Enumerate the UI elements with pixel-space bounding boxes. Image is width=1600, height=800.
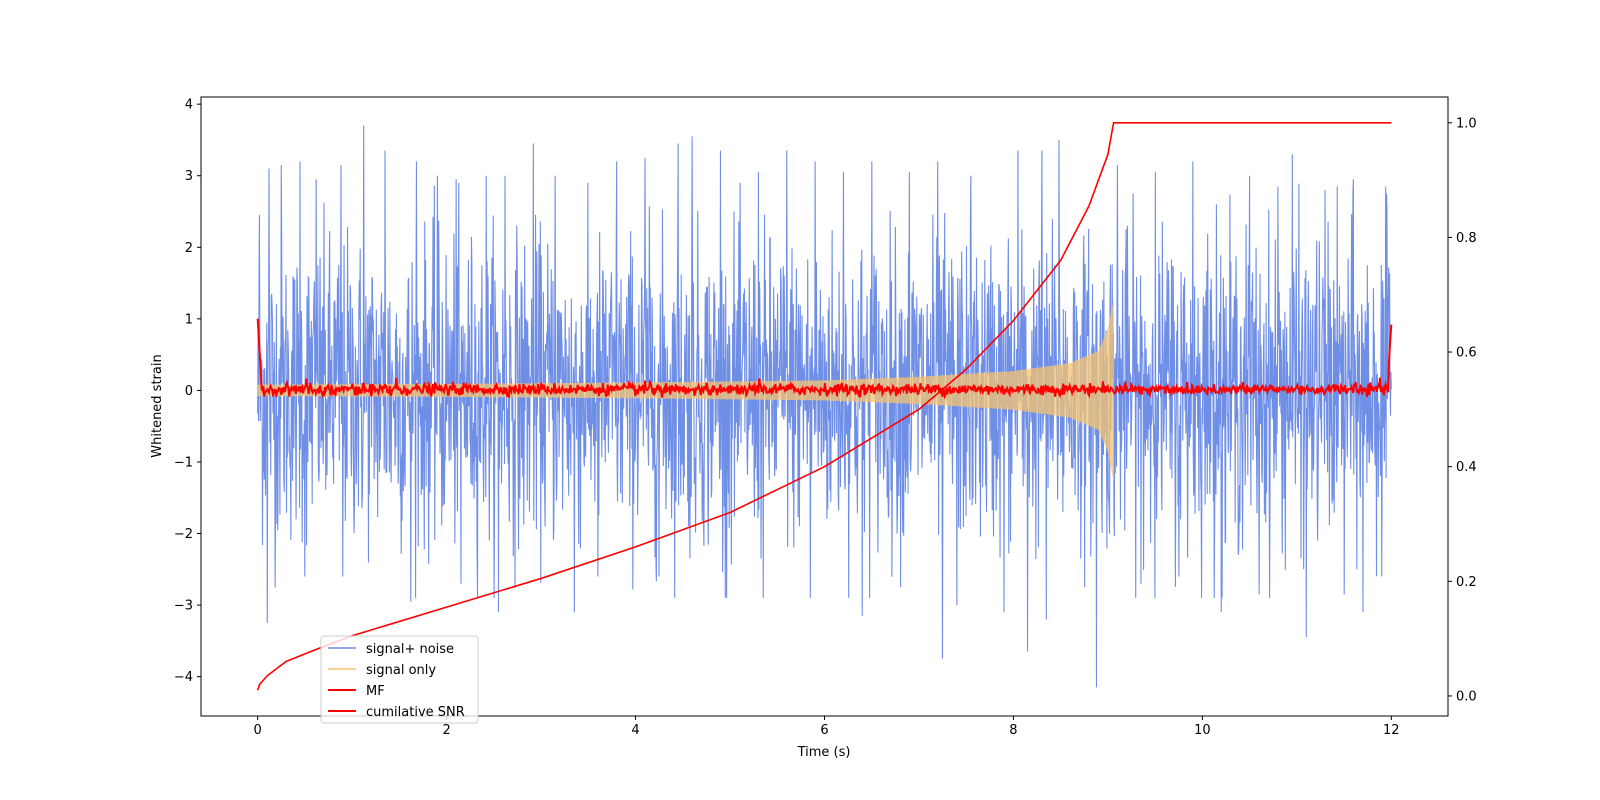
y-tick-label: −4 bbox=[174, 670, 193, 685]
x-axis-label: Time (s) bbox=[797, 745, 851, 760]
series-mf bbox=[256, 318, 1393, 400]
y-axis-label: Whitened strain bbox=[150, 354, 165, 457]
legend: signal+ noise signal only MF cumilative SNR bbox=[320, 635, 479, 724]
series-cumilative-snr bbox=[256, 121, 1392, 691]
y2-tick-label: 0.6 bbox=[1456, 346, 1477, 361]
legend-label: signal+ noise bbox=[366, 642, 454, 657]
legend-label: cumilative SNR bbox=[366, 705, 465, 720]
x-tick-label: 8 bbox=[1009, 723, 1017, 738]
y-tick-label: −1 bbox=[174, 455, 193, 470]
y2-tick-label: 0.8 bbox=[1456, 231, 1477, 246]
y2-tick-label: 0.2 bbox=[1456, 575, 1477, 590]
y2-tick-label: 0.0 bbox=[1456, 689, 1477, 704]
x-axis: 0 2 4 6 8 10 12 bbox=[254, 716, 1400, 738]
x-tick-label: 10 bbox=[1194, 723, 1211, 738]
x-tick-label: 4 bbox=[631, 723, 639, 738]
legend-box bbox=[320, 635, 479, 724]
y2-tick-label: 0.4 bbox=[1456, 460, 1477, 475]
y-tick-label: 1 bbox=[185, 312, 193, 327]
y-tick-label: 0 bbox=[185, 384, 193, 399]
legend-label: MF bbox=[366, 684, 385, 699]
y2-tick-label: 1.0 bbox=[1456, 116, 1477, 131]
x-tick-label: 12 bbox=[1383, 723, 1400, 738]
y-tick-label: −2 bbox=[174, 527, 193, 542]
x-tick-label: 2 bbox=[442, 723, 450, 738]
y-tick-label: 4 bbox=[185, 98, 193, 113]
y-tick-label: 2 bbox=[185, 241, 193, 256]
y-axis-left: −4 −3 −2 −1 0 1 2 3 4 bbox=[174, 98, 201, 685]
x-tick-label: 6 bbox=[820, 723, 828, 738]
y-tick-label: 3 bbox=[185, 169, 193, 184]
y-axis-right: 0.0 0.2 0.4 0.6 0.8 1.0 bbox=[1448, 116, 1477, 704]
legend-label: signal only bbox=[366, 663, 436, 678]
y-tick-label: −3 bbox=[174, 599, 193, 614]
plot-area bbox=[256, 121, 1393, 691]
x-tick-label: 0 bbox=[254, 723, 262, 738]
